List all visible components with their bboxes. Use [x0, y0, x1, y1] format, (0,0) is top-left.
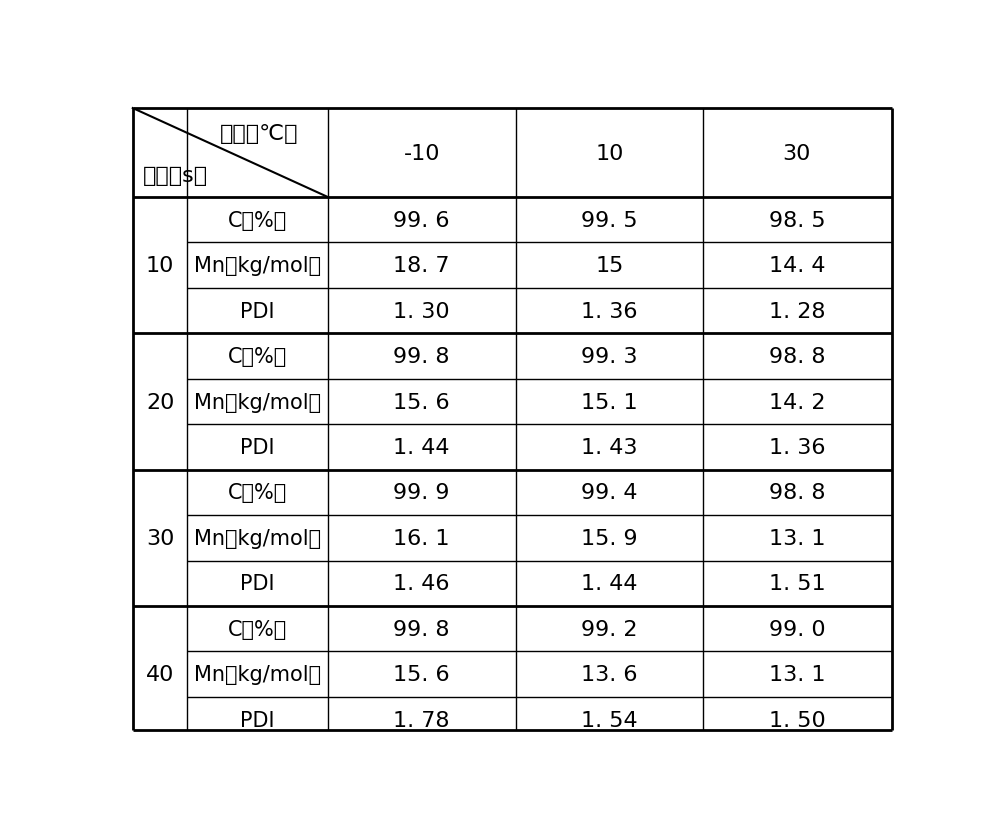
Text: 1. 43: 1. 43: [581, 437, 638, 457]
Text: 1. 30: 1. 30: [393, 301, 450, 321]
Text: PDI: PDI: [240, 437, 275, 457]
Text: 99. 8: 99. 8: [393, 619, 450, 639]
Text: Mn（kg/mol）: Mn（kg/mol）: [194, 256, 321, 276]
Text: 99. 9: 99. 9: [393, 483, 450, 503]
Text: -10: -10: [403, 143, 440, 163]
Text: C（%）: C（%）: [228, 347, 287, 367]
Text: PDI: PDI: [240, 574, 275, 594]
Text: 98. 8: 98. 8: [769, 483, 825, 503]
Text: 15. 9: 15. 9: [581, 528, 638, 548]
Text: 1. 54: 1. 54: [581, 710, 638, 729]
Text: Mn（kg/mol）: Mn（kg/mol）: [194, 528, 321, 548]
Text: 1. 46: 1. 46: [393, 574, 450, 594]
Text: PDI: PDI: [240, 710, 275, 729]
Text: 40: 40: [146, 664, 174, 684]
Text: PDI: PDI: [240, 301, 275, 321]
Text: Mn（kg/mol）: Mn（kg/mol）: [194, 392, 321, 412]
Text: 14. 2: 14. 2: [769, 392, 825, 412]
Text: 1. 36: 1. 36: [581, 301, 638, 321]
Text: 10: 10: [595, 143, 624, 163]
Text: C（%）: C（%）: [228, 210, 287, 230]
Text: 99. 5: 99. 5: [581, 210, 638, 230]
Text: 16. 1: 16. 1: [393, 528, 450, 548]
Text: 温度（℃）: 温度（℃）: [220, 124, 299, 144]
Text: C（%）: C（%）: [228, 483, 287, 503]
Text: C（%）: C（%）: [228, 619, 287, 639]
Text: 15. 1: 15. 1: [581, 392, 638, 412]
Text: 20: 20: [146, 392, 174, 412]
Text: 98. 5: 98. 5: [769, 210, 825, 230]
Text: 1. 36: 1. 36: [769, 437, 825, 457]
Text: 15. 6: 15. 6: [393, 664, 450, 684]
Text: 99. 0: 99. 0: [769, 619, 825, 639]
Text: 15. 6: 15. 6: [393, 392, 450, 412]
Text: 1. 44: 1. 44: [581, 574, 638, 594]
Text: 15: 15: [595, 256, 624, 276]
Text: 99. 6: 99. 6: [393, 210, 450, 230]
Text: 1. 50: 1. 50: [769, 710, 825, 729]
Text: 18. 7: 18. 7: [393, 256, 450, 276]
Text: 14. 4: 14. 4: [769, 256, 825, 276]
Text: 13. 1: 13. 1: [769, 664, 825, 684]
Text: 13. 6: 13. 6: [581, 664, 638, 684]
Text: 99. 4: 99. 4: [581, 483, 638, 503]
Text: 1. 28: 1. 28: [769, 301, 825, 321]
Text: 13. 1: 13. 1: [769, 528, 825, 548]
Text: 30: 30: [783, 143, 811, 163]
Text: 99. 3: 99. 3: [581, 347, 638, 367]
Text: 10: 10: [146, 256, 174, 276]
Text: 98. 8: 98. 8: [769, 347, 825, 367]
Text: Mn（kg/mol）: Mn（kg/mol）: [194, 664, 321, 684]
Text: 1. 51: 1. 51: [769, 574, 825, 594]
Text: 99. 8: 99. 8: [393, 347, 450, 367]
Text: 30: 30: [146, 528, 174, 548]
Text: 1. 44: 1. 44: [393, 437, 450, 457]
Text: 1. 78: 1. 78: [393, 710, 450, 729]
Text: 99. 2: 99. 2: [581, 619, 638, 639]
Text: 时间（s）: 时间（s）: [143, 166, 208, 185]
